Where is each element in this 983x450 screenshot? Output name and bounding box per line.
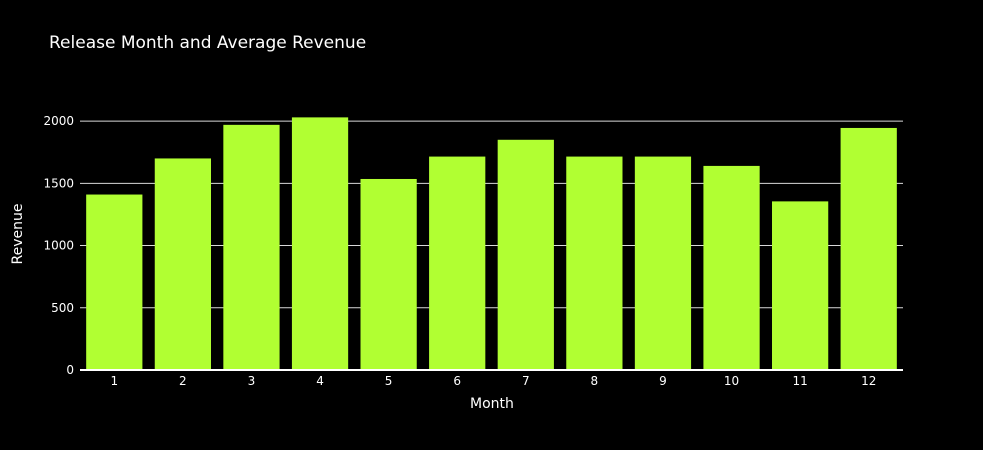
x-tick-label: 5: [385, 374, 393, 388]
bar-month-9: [634, 156, 692, 370]
x-tick-label: 2: [179, 374, 187, 388]
x-tick-label: 12: [861, 374, 876, 388]
x-tick-label: 10: [724, 374, 739, 388]
bar-month-12: [840, 127, 897, 370]
bar-month-4: [291, 117, 349, 370]
x-tick-label: 8: [591, 374, 599, 388]
x-tick-label: 1: [110, 374, 118, 388]
x-tick-label: 7: [522, 374, 530, 388]
x-axis-title: Month: [470, 396, 514, 412]
y-tick-label: 1000: [43, 239, 74, 253]
bar-month-5: [360, 178, 417, 370]
bar-month-10: [703, 165, 760, 370]
bar-month-6: [429, 156, 486, 370]
bar-month-1: [86, 194, 143, 370]
y-tick-label: 2000: [43, 114, 74, 128]
bar-month-7: [497, 139, 554, 370]
chart-title: Release Month and Average Revenue: [49, 33, 367, 53]
bar-month-8: [566, 156, 623, 370]
y-tick-label: 0: [66, 363, 74, 377]
x-tick-label: 3: [248, 374, 256, 388]
bar-month-3: [223, 124, 280, 370]
x-tick-label: 4: [316, 374, 324, 388]
x-tick-label: 6: [453, 374, 461, 388]
y-tick-label: 1500: [43, 176, 74, 190]
x-tick-label: 11: [792, 374, 807, 388]
y-tick-label: 500: [51, 301, 74, 315]
y-axis-title: Revenue: [10, 203, 26, 265]
bar-month-11: [772, 201, 829, 370]
x-tick-label: 9: [659, 374, 667, 388]
bar-month-2: [154, 158, 211, 370]
